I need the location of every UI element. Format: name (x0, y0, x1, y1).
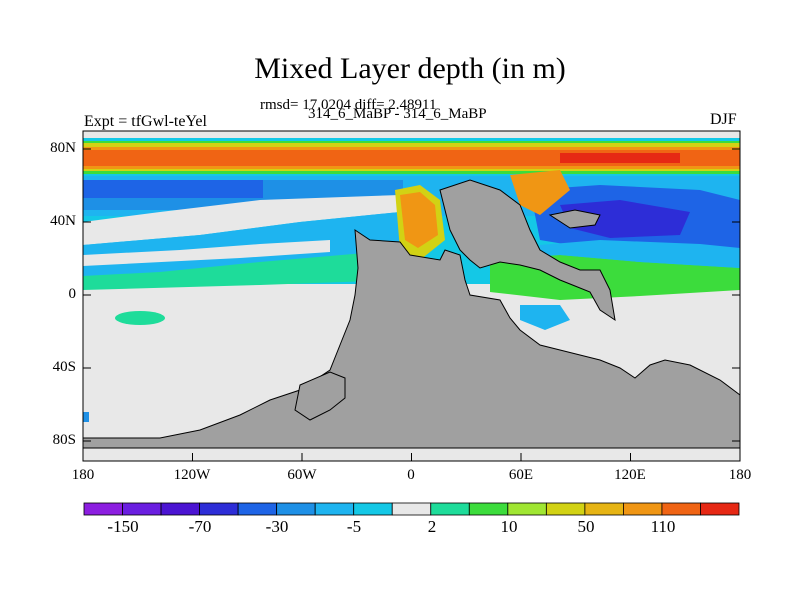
lon-ticks (82, 453, 741, 461)
lon-tick-label: 60W (287, 467, 317, 483)
field-equatorial-cyan-2 (520, 305, 570, 330)
colorbar-box (353, 502, 393, 516)
colorbar-label: 50 (577, 517, 595, 536)
colorbar-box (430, 502, 470, 516)
colorbar-label: 2 (427, 517, 437, 536)
lat-tick-label: 80N (50, 140, 76, 156)
lon-tick-label: 0 (407, 467, 415, 483)
colorbar-box (314, 502, 355, 516)
field-pacific-green-patch (115, 311, 165, 325)
colorbar-box (507, 502, 547, 516)
field-arctic-cyan-edge (83, 138, 740, 141)
colorbar-box (237, 502, 278, 516)
lon-tick-label: 60E (508, 467, 534, 483)
colorbar-box (584, 502, 624, 516)
lon-tick-label: 180 (728, 467, 752, 483)
lat-tick-label: 80S (52, 432, 76, 448)
colorbar-label: -5 (346, 517, 362, 536)
colorbar-box (276, 502, 316, 516)
colorbar-box (83, 502, 123, 516)
field-south-edge-blue (83, 412, 89, 422)
land-south-island (294, 371, 346, 421)
lat-ticks (83, 148, 740, 442)
land-eurasia (439, 179, 616, 322)
colorbar-box (160, 502, 200, 516)
field-indian-orange (510, 170, 570, 215)
colorbar-box (700, 502, 740, 516)
season-label: DJF (710, 111, 737, 128)
colorbar-box (199, 502, 239, 516)
colorbar-box (661, 502, 701, 516)
field-pacific-white-mid (83, 240, 330, 266)
colorbar-box (623, 502, 663, 516)
lat-tick-label: 0 (68, 286, 77, 302)
field-pacific-green-band (83, 250, 400, 290)
lat-tick-label: 40S (52, 359, 76, 375)
experiment-label: Expt = tfGwl-teYel (84, 113, 207, 130)
lon-tick-label: 180 (71, 467, 95, 483)
colorbar-box (468, 502, 509, 516)
runs-subtitle: 314_6_MaBP - 314_6_MaBP (308, 106, 487, 122)
map-title: Mixed Layer depth (in m) (254, 52, 566, 85)
colorbar-box (391, 502, 432, 516)
lon-tick-label: 120E (614, 467, 646, 483)
field-pacific-blue (83, 180, 263, 198)
field-arctic-cyan-top (83, 131, 740, 140)
colorbar-label: 110 (650, 517, 676, 536)
lon-tick-label: 120W (173, 467, 211, 483)
colorbar-box (545, 502, 586, 516)
colorbar (83, 502, 740, 516)
field-atlantic-orange (400, 192, 438, 248)
colorbar-label: -70 (188, 517, 212, 536)
field-arctic-red (560, 153, 680, 163)
field-indian-navy (560, 200, 690, 238)
land-north-island (548, 209, 601, 229)
colorbar-box (122, 502, 162, 516)
colorbar-label: 10 (500, 517, 518, 536)
lat-tick-label: 40N (50, 213, 76, 229)
colorbar-label: -30 (265, 517, 289, 536)
map-plot-area (83, 131, 740, 461)
field-indian-cyan-belt (540, 240, 740, 268)
colorbar-label: -150 (107, 517, 139, 536)
stats-subtitle: rmsd= 17.0204 diff= 2.48911 (260, 97, 437, 113)
field-pacific-white-band (83, 195, 400, 245)
